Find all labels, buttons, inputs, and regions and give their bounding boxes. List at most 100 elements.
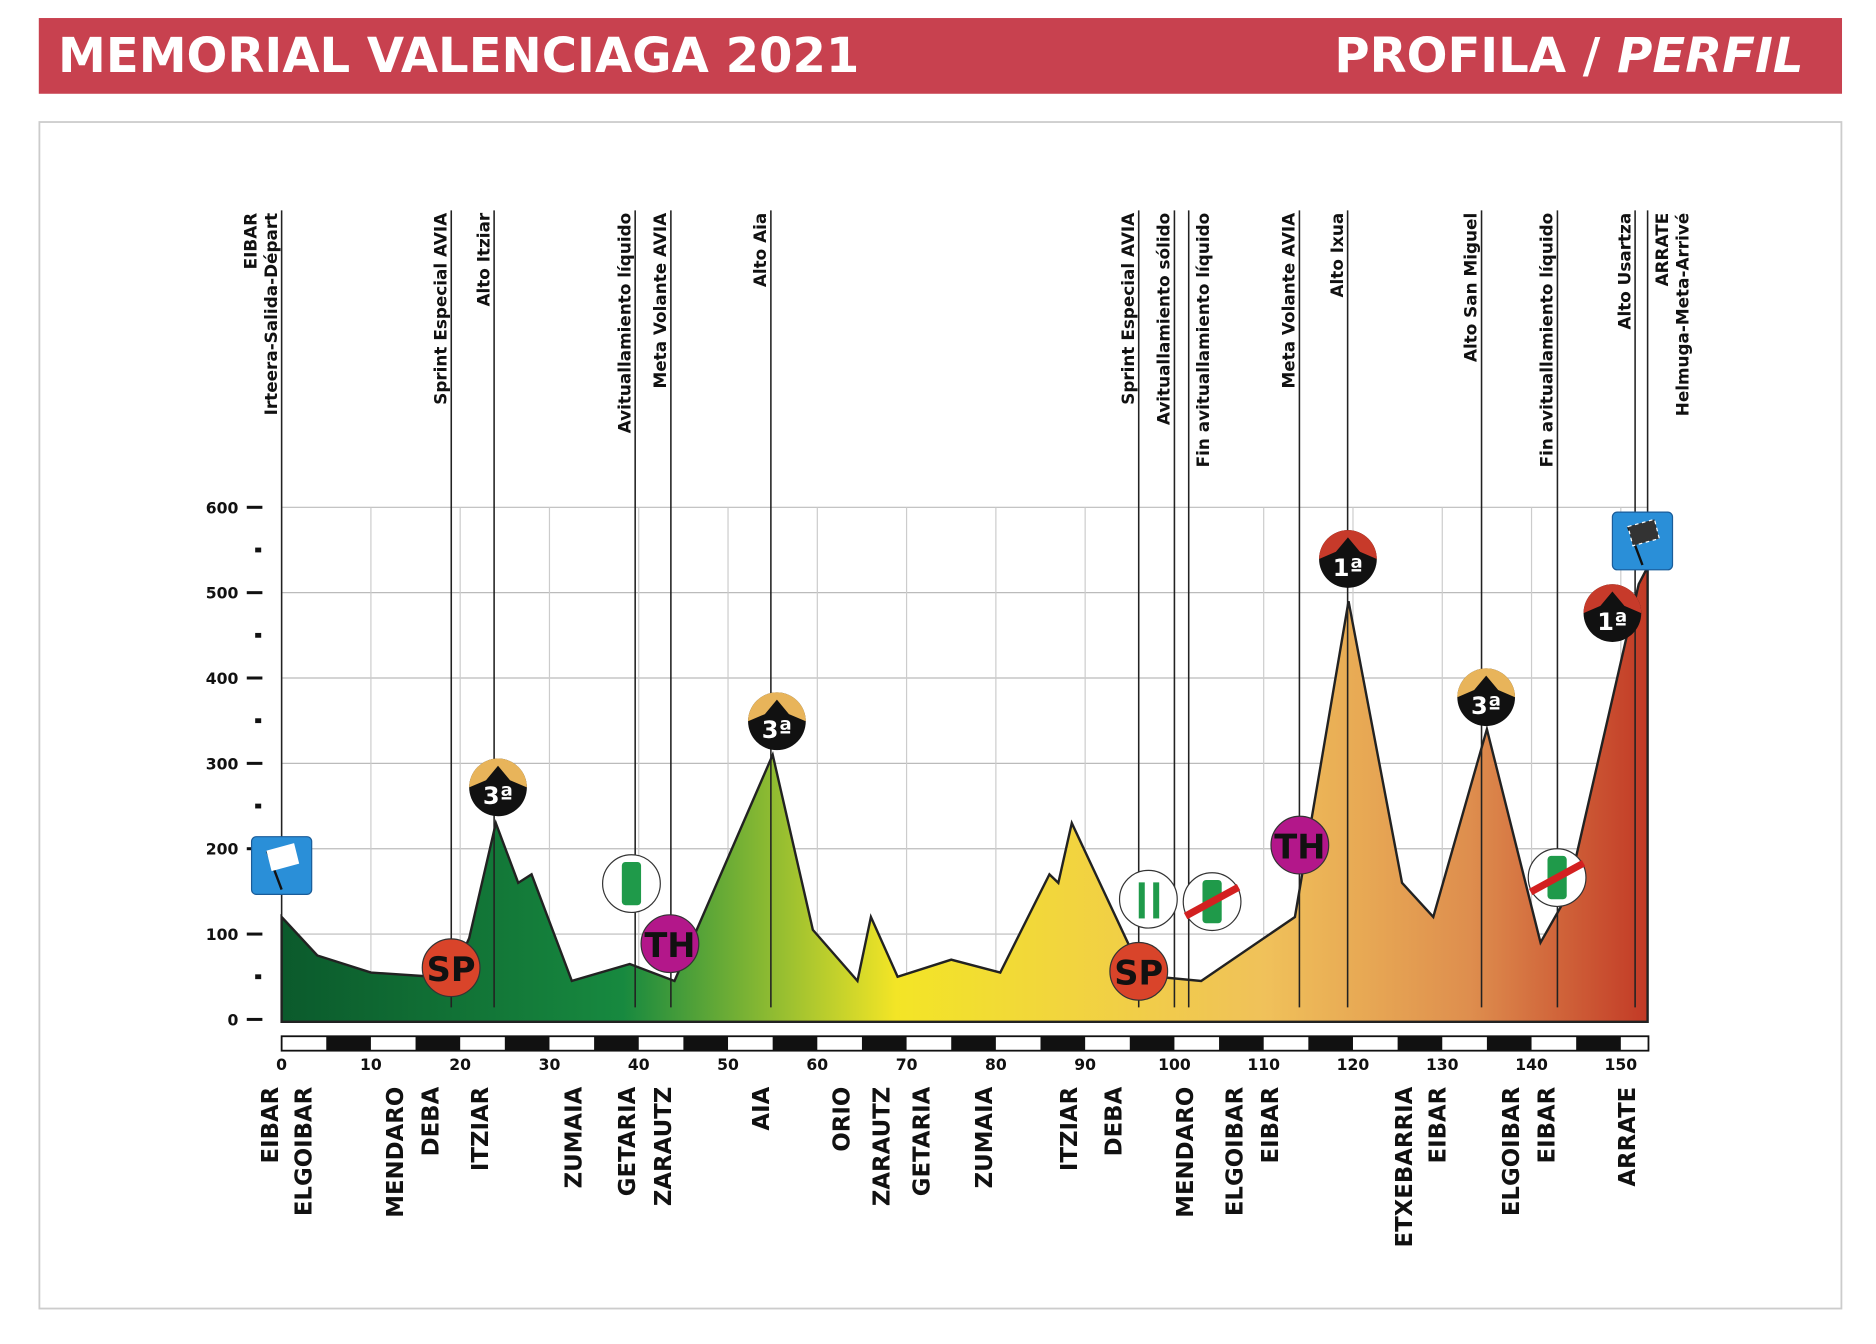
y-tick-label: 400 [206, 670, 239, 688]
x-tick-label: 120 [1337, 1056, 1370, 1074]
scale-segment [1219, 1036, 1264, 1051]
chart-frame [38, 121, 1843, 1310]
scale-segment [1129, 1036, 1175, 1051]
town-label: ETXEBARRIA [1392, 1086, 1418, 1247]
scale-segment [1040, 1036, 1086, 1051]
x-tick-label: 130 [1426, 1056, 1459, 1074]
top-label: Alto Ixua [1327, 213, 1347, 298]
scale-segment [683, 1036, 729, 1051]
town-label: AIA [749, 1086, 775, 1130]
page-subtitle: PROFILA / PERFIL [1334, 28, 1803, 84]
top-label: Irteera-Salida-Départ [261, 213, 281, 416]
x-tick-label: 70 [896, 1056, 918, 1074]
climb-1-icon: 1ª [1583, 584, 1642, 642]
x-tick-label: 0 [276, 1056, 287, 1074]
x-tick-label: 100 [1158, 1056, 1191, 1074]
x-tick-label: 30 [539, 1056, 561, 1074]
sprint-icon: SP [421, 938, 481, 998]
x-tick-label: 90 [1074, 1056, 1096, 1074]
sprint-label: SP [427, 950, 476, 989]
climb-3-icon: 3ª [1457, 668, 1516, 727]
y-tick-label: 100 [206, 926, 239, 944]
x-tick-label: 110 [1247, 1056, 1280, 1074]
feed-end-icon [1527, 848, 1587, 908]
y-tick-label: 0 [227, 1011, 238, 1029]
scale-segment [1576, 1036, 1621, 1051]
town-label: ELGOIBAR [1499, 1086, 1525, 1216]
feed-end-icon [1182, 872, 1242, 932]
y-minor-tick [255, 974, 262, 980]
town-label: EIBAR [1535, 1086, 1561, 1163]
x-tick-label: 20 [449, 1056, 471, 1074]
town-label: DEBA [1102, 1086, 1128, 1156]
scale-segment [326, 1036, 371, 1051]
town-labels: EIBAR ELGOIBAR MENDARO DEBA ITZIAR ZUMAIA GETA… [258, 1086, 1641, 1247]
scale-segment [1486, 1036, 1532, 1051]
y-tick-label: 500 [206, 585, 239, 603]
climb-3-icon: 3ª [469, 758, 527, 817]
feed-liquid-icon [602, 854, 661, 914]
top-labels: EIBAR Irteera-Salida-Départ Sprint Especia… [240, 212, 1692, 467]
axes: 0 100 200 300 400 500 600 0 10 20 30 40 50 60 70 80 90 10… [206, 499, 1650, 1074]
x-tick-label: 60 [806, 1056, 828, 1074]
top-label: Alto Itziar [473, 212, 493, 306]
sprint-icon: SP [1109, 941, 1169, 1001]
y-minor-tick [255, 803, 262, 809]
category-label: 3ª [1471, 692, 1501, 720]
top-label: Alto San Miguel [1461, 213, 1481, 362]
top-label: Alto Usartza [1614, 213, 1634, 330]
category-label: 1ª [1333, 554, 1363, 582]
town-label: ZUMAIA [972, 1086, 998, 1188]
header-bar [38, 18, 1843, 94]
top-label: Avituallamiento sólido [1154, 213, 1174, 425]
town-label: ARRATE [1615, 1087, 1641, 1187]
page-title: MEMORIAL VALENCIAGA 2021 [58, 28, 859, 84]
scale-segment [1308, 1036, 1353, 1051]
scale-segment [772, 1036, 818, 1051]
town-label: ELGOIBAR [292, 1086, 318, 1216]
y-minor-tick [255, 718, 262, 724]
y-tick-label: 300 [206, 755, 239, 773]
elevation-profile [280, 566, 1649, 1024]
town-label: ELGOIBAR [1222, 1086, 1248, 1216]
profile-area [280, 566, 1649, 1024]
town-label: ITZIAR [468, 1086, 494, 1171]
x-tick-label: 10 [360, 1056, 382, 1074]
top-label: ARRATE [1652, 213, 1672, 287]
top-label: Meta Volante AVIA [650, 213, 670, 389]
y-minor-tick [255, 547, 262, 553]
top-label: Helmuga-Meta-Arrivé [1673, 213, 1693, 416]
x-tick-label: 150 [1605, 1056, 1638, 1074]
top-label: Meta Volante AVIA [1279, 213, 1299, 389]
town-label: EIBAR [258, 1086, 284, 1163]
x-tick-label: 50 [717, 1056, 739, 1074]
town-label: ORIO [829, 1087, 855, 1152]
town-label: ZARAUTZ [651, 1087, 677, 1206]
scale-segment [1397, 1036, 1443, 1051]
y-tick-label: 600 [206, 499, 239, 517]
top-label: Sprint Especial AVIA [430, 213, 450, 405]
finish-flag-icon [1611, 511, 1674, 571]
town-label: ITZIAR [1057, 1086, 1083, 1171]
scale-segment [951, 1036, 996, 1051]
scale-segment [415, 1036, 461, 1051]
top-label: Fin avituallamiento líquido [1193, 213, 1213, 468]
town-label: MENDARO [383, 1087, 409, 1218]
town-label: EIBAR [1258, 1086, 1284, 1163]
town-label: MENDARO [1173, 1087, 1199, 1218]
town-label: GETARIA [910, 1086, 936, 1196]
climb-1-icon: 1ª [1319, 530, 1377, 588]
top-label: Fin avituallamiento líquido [1537, 213, 1557, 468]
icons: SP 3ª TH 3ª SP TH 1ª 3ª 1ª [250, 511, 1674, 1001]
scale-segment [504, 1036, 550, 1051]
climb-3-icon: 3ª [748, 692, 806, 751]
category-label: 1ª [1597, 608, 1627, 636]
top-label: Sprint Especial AVIA [1118, 213, 1138, 405]
scale-segment [861, 1036, 907, 1051]
y-minor-tick [255, 632, 262, 638]
category-label: 3ª [483, 782, 513, 810]
sprint-label: TH [1274, 827, 1325, 866]
scale-segment [594, 1036, 639, 1051]
top-label: Avituallamiento líquido [614, 213, 634, 434]
